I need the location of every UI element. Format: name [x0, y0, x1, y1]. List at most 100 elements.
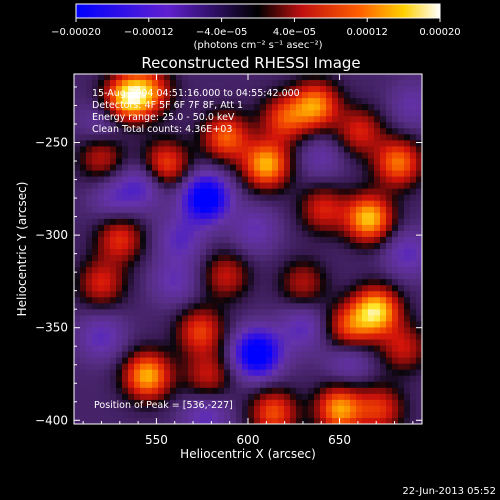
heatmap-cell — [140, 309, 147, 316]
x-axis-label: Heliocentric X (arcsec) — [180, 447, 316, 461]
heatmap-cell — [116, 212, 123, 220]
heatmap-cell — [224, 315, 231, 322]
heatmap-cell — [416, 74, 423, 81]
heatmap-cell — [176, 176, 183, 184]
heatmap-cell — [326, 411, 333, 419]
heatmap-cell — [404, 116, 411, 123]
heatmap-cell — [116, 146, 123, 153]
heatmap-cell — [212, 74, 219, 81]
heatmap-cell — [188, 86, 195, 93]
heatmap-cell — [152, 188, 159, 196]
heatmap-cell — [164, 315, 171, 322]
heatmap-cell — [260, 297, 267, 304]
heatmap-cell — [356, 80, 363, 87]
heatmap-cell — [140, 381, 147, 389]
heatmap-cell — [332, 80, 339, 87]
heatmap-cell — [164, 194, 171, 202]
heatmap-cell — [230, 297, 237, 304]
heatmap-cell — [146, 164, 153, 171]
heatmap-cell — [278, 236, 285, 244]
heatmap-cell — [248, 134, 255, 141]
heatmap-cell — [116, 333, 123, 340]
heatmap-cell — [254, 303, 261, 310]
heatmap-cell — [134, 363, 141, 371]
heatmap-cell — [380, 411, 387, 419]
heatmap-cell — [338, 212, 345, 220]
heatmap-area — [74, 74, 423, 425]
heatmap-cell — [230, 134, 237, 141]
heatmap-cell — [146, 285, 153, 292]
heatmap-cell — [188, 279, 195, 286]
heatmap-cell — [86, 303, 93, 310]
heatmap-cell — [242, 339, 249, 346]
heatmap-cell — [218, 387, 225, 395]
heatmap-cell — [86, 291, 93, 298]
heatmap-cell — [380, 321, 387, 328]
heatmap-cell — [182, 86, 189, 93]
heatmap-cell — [128, 285, 135, 292]
heatmap-cell — [188, 176, 195, 184]
heatmap-cell — [170, 86, 177, 93]
heatmap-cell — [290, 188, 297, 196]
heatmap-cell — [194, 80, 201, 87]
heatmap-cell — [212, 230, 219, 238]
heatmap-cell — [116, 194, 123, 202]
heatmap-cell — [392, 315, 399, 322]
heatmap-cell — [386, 255, 393, 262]
heatmap-cell — [170, 303, 177, 310]
heatmap-cell — [260, 381, 267, 389]
heatmap-cell — [326, 363, 333, 371]
heatmap-cell — [320, 80, 327, 87]
heatmap-cell — [254, 363, 261, 371]
colorbar-unit-label: (photons cm⁻² s⁻¹ asec⁻²) — [193, 40, 322, 51]
heatmap-cell — [398, 411, 405, 419]
heatmap-cell — [134, 182, 141, 190]
heatmap-cell — [218, 110, 225, 117]
heatmap-cell — [308, 140, 315, 147]
heatmap-cell — [392, 255, 399, 262]
heatmap-cell — [182, 285, 189, 292]
heatmap-cell — [206, 164, 213, 171]
heatmap-cell — [116, 242, 123, 250]
heatmap-cell — [110, 351, 117, 359]
heatmap-cell — [152, 267, 159, 274]
heatmap-cell — [326, 327, 333, 334]
heatmap-cell — [212, 327, 219, 334]
heatmap-cell — [194, 212, 201, 220]
heatmap-cell — [248, 267, 255, 274]
heatmap-cell — [218, 363, 225, 371]
heatmap-cell — [152, 182, 159, 190]
heatmap-cell — [308, 116, 315, 123]
heatmap-cell — [404, 152, 411, 159]
heatmap-cell — [104, 146, 111, 153]
heatmap-cell — [212, 92, 219, 99]
heatmap-cell — [368, 399, 375, 407]
heatmap-cell — [206, 200, 213, 208]
heatmap-cell — [80, 134, 87, 141]
heatmap-cell — [164, 128, 171, 135]
heatmap-cell — [152, 80, 159, 87]
heatmap-cell — [176, 86, 183, 93]
heatmap-cell — [134, 321, 141, 328]
heatmap-cell — [392, 176, 399, 184]
heatmap-cell — [374, 236, 381, 244]
heatmap-cell — [176, 285, 183, 292]
heatmap-cell — [128, 357, 135, 365]
heatmap-cell — [170, 164, 177, 171]
heatmap-cell — [206, 80, 213, 87]
heatmap-cell — [344, 110, 351, 117]
heatmap-cell — [182, 273, 189, 280]
heatmap-cell — [314, 80, 321, 87]
heatmap-cell — [278, 134, 285, 141]
heatmap-cell — [254, 351, 261, 359]
heatmap-cell — [356, 86, 363, 93]
heatmap-cell — [416, 339, 423, 346]
heatmap-cell — [296, 230, 303, 238]
heatmap-cell — [116, 164, 123, 171]
heatmap-cell — [386, 381, 393, 389]
heatmap-cell — [368, 110, 375, 117]
heatmap-cell — [170, 369, 177, 377]
heatmap-cell — [200, 206, 207, 214]
heatmap-cell — [98, 140, 105, 147]
heatmap-cell — [404, 236, 411, 244]
